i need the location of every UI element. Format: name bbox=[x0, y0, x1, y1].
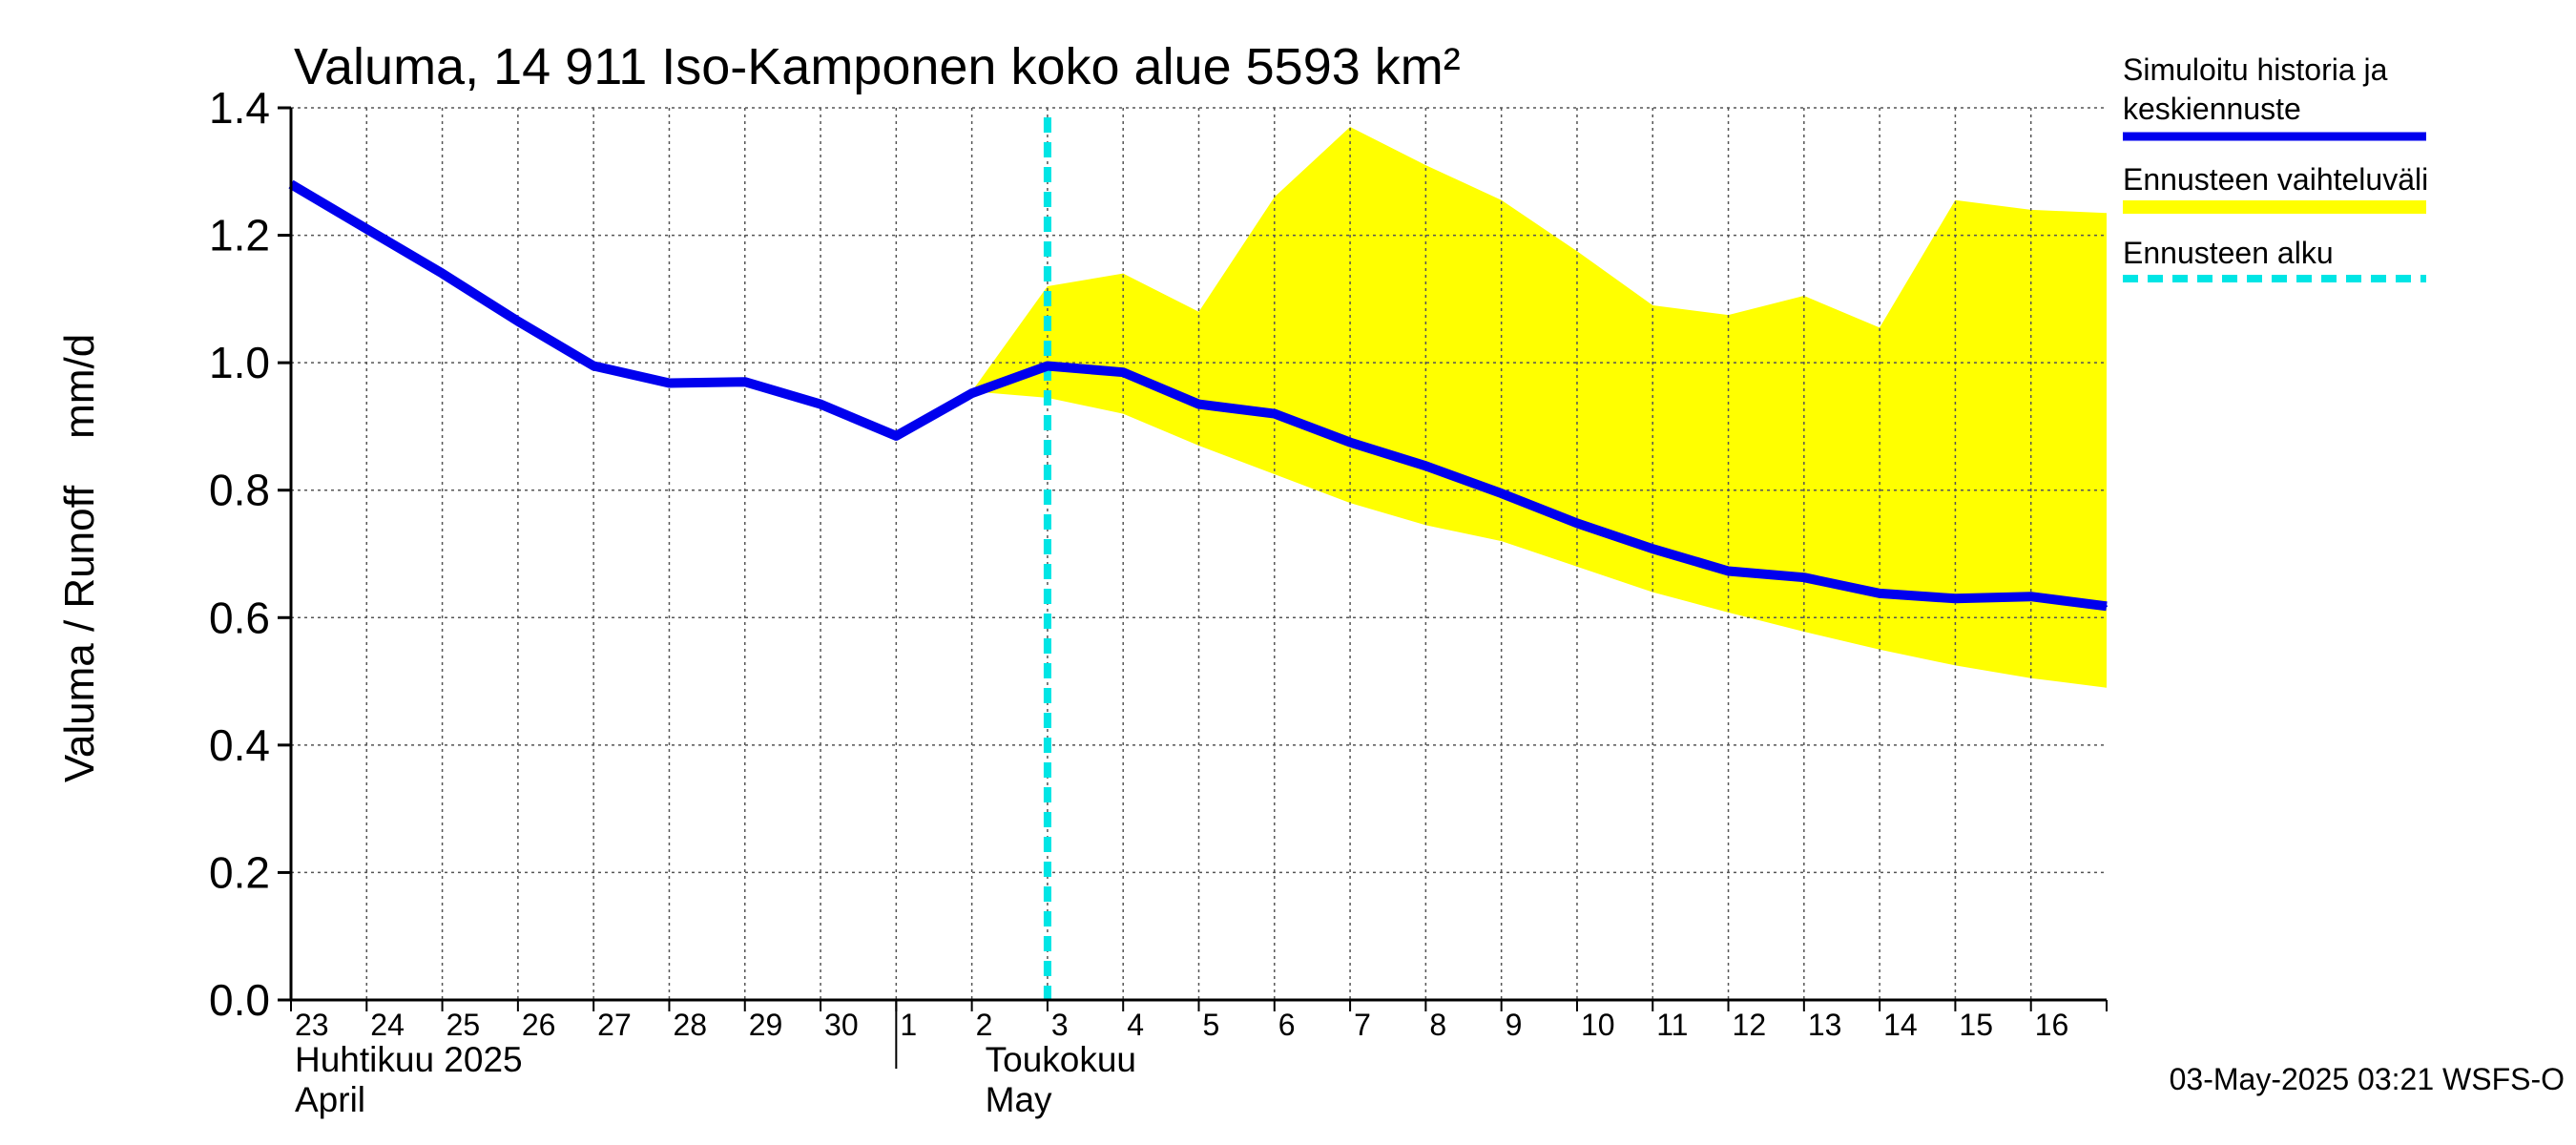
y-axis-label: Valuma / Runoff mm/d bbox=[56, 334, 103, 782]
y-tick-label: 1.4 bbox=[209, 83, 270, 133]
x-tick-label: 26 bbox=[522, 1008, 556, 1042]
y-tick-label: 0.2 bbox=[209, 847, 270, 897]
legend-label-simulated: Simuloitu historia ja keskiennuste bbox=[2123, 52, 2388, 126]
x-tick-label: 28 bbox=[673, 1008, 707, 1042]
series-point bbox=[1802, 576, 1805, 579]
series-point bbox=[2029, 595, 2032, 598]
series-point bbox=[1500, 492, 1503, 495]
x-tick-label: 3 bbox=[1051, 1008, 1069, 1042]
y-tick-label: 0.8 bbox=[209, 466, 270, 515]
x-tick-label: 7 bbox=[1354, 1008, 1371, 1042]
series-point bbox=[1954, 597, 1957, 600]
series-point bbox=[1273, 412, 1276, 415]
y-tick-label: 0.4 bbox=[209, 720, 270, 770]
x-tick-label: 1 bbox=[900, 1008, 917, 1042]
x-tick-label: 6 bbox=[1278, 1008, 1296, 1042]
x-tick-label: 9 bbox=[1506, 1008, 1523, 1042]
footer-timestamp: 03-May-2025 03:21 WSFS-O bbox=[2170, 1062, 2565, 1096]
series-point bbox=[668, 382, 671, 385]
x-tick-label: 2 bbox=[976, 1008, 993, 1042]
x-tick-label: 29 bbox=[749, 1008, 783, 1042]
month-label-april-line1: Huhtikuu 2025 bbox=[295, 1040, 523, 1079]
series-point bbox=[441, 272, 444, 275]
series-point bbox=[1424, 465, 1427, 468]
series-point bbox=[1122, 371, 1125, 374]
x-tick-label: 16 bbox=[2035, 1008, 2069, 1042]
series-point bbox=[1576, 522, 1578, 525]
series-point bbox=[2106, 605, 2108, 608]
month-label-april-line2: April bbox=[295, 1080, 365, 1119]
x-tick-label: 27 bbox=[597, 1008, 632, 1042]
x-tick-label: 5 bbox=[1203, 1008, 1220, 1042]
series-point bbox=[1879, 592, 1881, 594]
series-point bbox=[516, 320, 519, 323]
series-point bbox=[1197, 403, 1200, 406]
series-point bbox=[820, 403, 821, 406]
y-tick-label: 0.0 bbox=[209, 975, 270, 1025]
forecast-range-band bbox=[971, 127, 2107, 688]
y-tick-label: 1.0 bbox=[209, 338, 270, 387]
series-point bbox=[1046, 364, 1049, 367]
series-point bbox=[743, 381, 746, 384]
chart-title: Valuma, 14 911 Iso-Kamponen koko alue 55… bbox=[294, 38, 1461, 95]
legend-label-range: Ennusteen vaihteluväli bbox=[2123, 162, 2428, 197]
series-point bbox=[970, 392, 973, 395]
series-point bbox=[895, 434, 898, 437]
x-tick-label: 25 bbox=[447, 1008, 481, 1042]
x-tick-label: 24 bbox=[370, 1008, 405, 1042]
series-point bbox=[1727, 570, 1730, 572]
x-tick-label: 14 bbox=[1883, 1008, 1918, 1042]
x-tick-label: 13 bbox=[1808, 1008, 1842, 1042]
y-tick-label: 0.6 bbox=[209, 593, 270, 642]
x-tick-label: 30 bbox=[824, 1008, 859, 1042]
series-point bbox=[1349, 441, 1352, 444]
forecast-band-layer bbox=[971, 127, 2107, 688]
series-point bbox=[592, 364, 595, 367]
axes-layer bbox=[278, 106, 2108, 1069]
series-point bbox=[365, 227, 368, 230]
x-tick-label: 4 bbox=[1127, 1008, 1144, 1042]
month-label-may-line1: Toukokuu bbox=[986, 1040, 1136, 1079]
y-tick-label: 1.2 bbox=[209, 211, 270, 260]
x-tick-label: 10 bbox=[1581, 1008, 1615, 1042]
x-tick-label: 12 bbox=[1733, 1008, 1767, 1042]
x-tick-label: 15 bbox=[1959, 1008, 1993, 1042]
x-tick-label: 8 bbox=[1429, 1008, 1446, 1042]
legend: Simuloitu historia ja keskiennuste Ennuste… bbox=[2123, 52, 2428, 282]
legend-label-forecast-start: Ennusteen alku bbox=[2123, 236, 2334, 270]
month-label-may-line2: May bbox=[986, 1080, 1052, 1119]
series-point bbox=[1652, 548, 1654, 551]
text-layer: 0.00.20.40.60.81.01.21.423 24 25 26 27 28 29 30… bbox=[56, 38, 2565, 1119]
x-tick-label: 11 bbox=[1656, 1008, 1688, 1042]
x-tick-label: 23 bbox=[295, 1008, 329, 1042]
